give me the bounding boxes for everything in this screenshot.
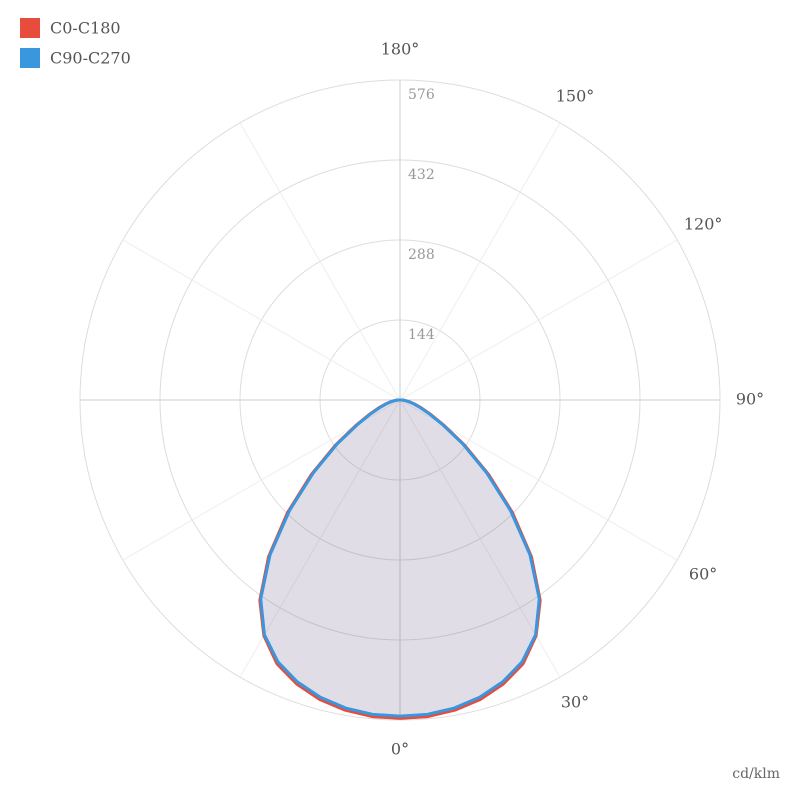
angle-tick-label: 120° [684, 215, 723, 234]
angle-tick-label: 0° [391, 740, 409, 759]
series-line [259, 398, 401, 718]
angle-tick-label: 150° [556, 86, 595, 105]
r-tick-label: 576 [408, 87, 435, 103]
area [259, 399, 400, 719]
legend-label: C90-C270 [50, 49, 131, 68]
area [400, 399, 541, 719]
legend-swatch [20, 48, 40, 68]
grid-spoke [239, 122, 401, 401]
unit-label: cd/klm [732, 766, 780, 782]
angle-tick-label: 90° [736, 390, 764, 409]
grid-spoke [399, 399, 561, 678]
angle-tick-label: 60° [689, 565, 717, 584]
r-tick-label: 288 [408, 247, 435, 263]
grid-spoke [399, 239, 678, 401]
r-tick-label: 432 [408, 167, 435, 183]
legend-label: C0-C180 [50, 19, 121, 38]
grid-spoke [239, 399, 401, 678]
legend-swatch [20, 18, 40, 38]
series-line [399, 398, 541, 718]
grid-spoke [122, 239, 401, 401]
r-tick-label: 144 [408, 327, 435, 343]
angle-tick-label: 30° [561, 693, 589, 712]
angle-tick-label: 180° [381, 40, 420, 59]
grid-spoke [399, 122, 561, 401]
